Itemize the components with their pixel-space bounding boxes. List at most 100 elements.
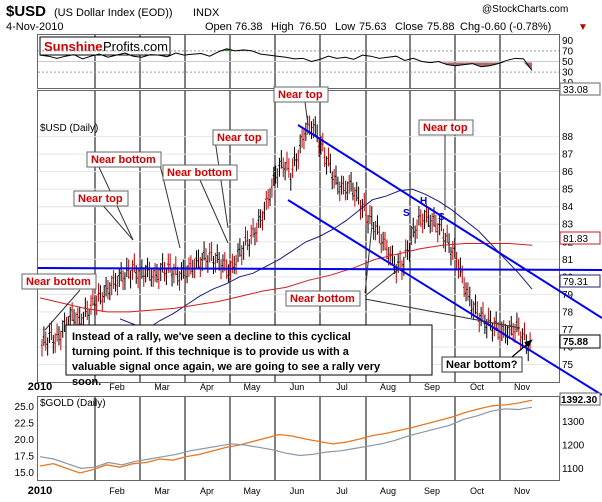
price-tick-label: 85: [562, 185, 574, 196]
callout-near-top-3: Near top: [273, 86, 329, 103]
price-label-3: 75.88: [563, 337, 588, 348]
ma-slow-line: [39, 243, 533, 313]
callout-arrow: [511, 339, 533, 358]
rsi-tick-label: 90: [562, 36, 574, 47]
gold-last-value: 1392.30: [561, 395, 598, 406]
gold-x-tick: 2010: [28, 485, 52, 497]
price-tick-label: 88: [562, 132, 574, 143]
pattern-head: H: [420, 196, 427, 207]
rsi-line: [39, 48, 533, 71]
gold-x-tick: Apr: [200, 486, 214, 496]
commentary-line: soon.: [72, 376, 101, 388]
price-panel-title: $USD (Daily): [40, 123, 98, 134]
callout-near-top-1-text: Near top: [78, 193, 123, 205]
gold-secondary-line: [39, 406, 533, 469]
exchange-label: INDX: [193, 7, 220, 19]
price-x-tick: 2010: [28, 381, 52, 393]
low-label: Low: [335, 21, 355, 33]
gold-x-tick: Jul: [336, 486, 348, 496]
commentary-text: Instead of a rally, we've seen a decline…: [72, 331, 381, 388]
callout-near-bottom-2: Near bottom: [162, 164, 238, 181]
low-value: 75.63: [359, 21, 387, 33]
gold-panel-frame: [37, 396, 560, 481]
rsi-tick-label: 70: [562, 46, 574, 57]
gold-x-tick: Sep: [424, 486, 440, 496]
commentary-line: valuable signal once again, we are going…: [72, 361, 381, 373]
leader-near-bottom-4b: [364, 267, 401, 297]
high-value: 76.50: [299, 21, 327, 33]
callout-near-bottom-4-text: Near bottom: [290, 293, 355, 305]
callout-near-bottom-question: Near bottom?: [441, 356, 523, 373]
open-value: 76.38: [235, 21, 263, 33]
callout-near-top-2: Near top: [212, 129, 268, 146]
close-label: Close: [395, 21, 423, 33]
callout-near-top-3-text: Near top: [278, 89, 323, 101]
price-tick-label: 87: [562, 150, 574, 161]
trendline-lower: [287, 199, 602, 396]
gold-left-tick: 20.0: [15, 435, 35, 446]
rsi-oversold-fill: [523, 62, 532, 71]
price-x-tick: Oct: [470, 382, 485, 392]
price-tick-label: 81: [562, 255, 574, 266]
price-tick-label: 83: [562, 220, 574, 231]
chg-label: Chg: [460, 21, 480, 33]
gold-right-tick: 1300: [562, 417, 585, 428]
price-tick-label: 84: [562, 202, 574, 213]
symbol-description: (US Dollar Index (EOD)): [54, 7, 173, 19]
price-tick-label: 78: [562, 307, 574, 318]
date-label: 4-Nov-2010: [6, 21, 63, 33]
pattern-left-shoulder: S: [403, 208, 410, 219]
callout-near-bottom-2-text: Near bottom: [167, 167, 232, 179]
rsi-oversold-fill: [438, 62, 448, 65]
gold-x-tick: Nov: [514, 486, 531, 496]
price-tick-label: 75: [562, 360, 574, 371]
price-x-tick: Jun: [290, 382, 305, 392]
gold-right-tick: 1200: [562, 441, 585, 452]
chg-down-icon: ▼: [578, 22, 588, 33]
callout-near-top-4: Near top: [418, 119, 474, 136]
leader-near-top-2: [214, 139, 229, 229]
pattern-right-shoulder: S: [438, 212, 445, 223]
ma-fast-line: [119, 188, 533, 330]
gold-last-box: [559, 392, 601, 406]
gold-x-tick: Mar: [154, 486, 170, 496]
leader-near-bottom-3: [199, 179, 229, 244]
price-tick-label: 86: [562, 167, 574, 178]
callout-near-bottom-1: Near bottom: [86, 151, 162, 168]
price-x-tick: Apr: [200, 382, 214, 392]
high-label: High: [271, 21, 294, 33]
price-x-tick: Mar: [154, 382, 170, 392]
price-x-tick: Feb: [109, 382, 125, 392]
open-label: Open: [205, 21, 232, 33]
symbol-title: $USD: [6, 3, 46, 20]
price-x-tick: May: [243, 382, 261, 392]
rsi-tick-label: 30: [562, 68, 574, 79]
price-label-box-3: [559, 334, 601, 349]
callout-near-bottom-1-text: Near bottom: [91, 154, 156, 166]
price-tick-label: 77: [562, 325, 574, 336]
gold-x-tick: Feb: [109, 486, 125, 496]
leader-near-bottom-4a: [364, 224, 373, 294]
callout-near-bottom-5: Near bottom: [21, 273, 97, 290]
logo-box: [39, 36, 171, 56]
price-label-1: 81.83: [563, 234, 588, 245]
rsi-overbought-fill: [218, 48, 227, 51]
gold-left-tick: 17.5: [15, 452, 35, 463]
price-label-box-2: [559, 274, 601, 288]
commentary-line: Instead of a rally, we've seen a decline…: [72, 331, 351, 343]
price-x-tick: Nov: [514, 382, 531, 392]
logo-profits: Profits.com: [103, 39, 168, 54]
gold-x-axis: 2010 Feb Mar Apr May Jun Jul Aug Sep Oct Nov: [28, 485, 531, 497]
gold-x-tick: Aug: [380, 486, 396, 496]
callout-near-bottom-question-text: Near bottom?: [446, 359, 518, 371]
price-x-tick: Sep: [424, 382, 440, 392]
price-x-tick: Jul: [336, 382, 348, 392]
trendline-upper: [297, 124, 602, 319]
gold-left-tick: 15.0: [15, 468, 35, 479]
gold-x-tick: Oct: [470, 486, 485, 496]
commentary-box: [65, 324, 433, 376]
price-x-tick: Aug: [380, 382, 396, 392]
leader-near-top-1: [99, 201, 134, 241]
callout-near-bottom-4: Near bottom: [285, 290, 361, 307]
